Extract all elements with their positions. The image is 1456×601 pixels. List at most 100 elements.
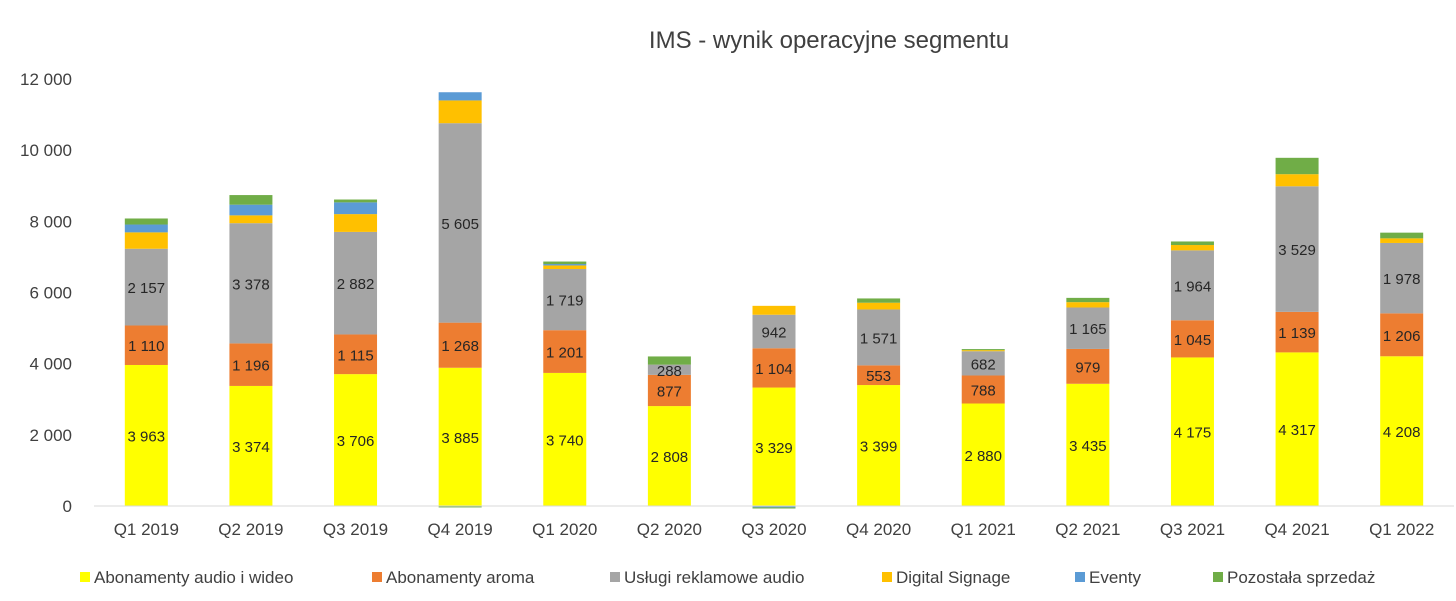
data-label: 2 157 — [128, 280, 166, 297]
bar-segment — [438, 506, 482, 508]
data-label: 682 — [971, 356, 996, 373]
x-tick-label: Q1 2021 — [951, 520, 1016, 539]
data-label: 4 208 — [1383, 424, 1421, 441]
data-label: 4 317 — [1278, 422, 1316, 439]
data-label: 4 175 — [1174, 425, 1212, 442]
bar-segment — [1066, 302, 1110, 308]
bar-segment — [334, 374, 378, 506]
data-label: 1 206 — [1383, 328, 1421, 345]
bar-segment — [1275, 174, 1319, 187]
data-label: 1 115 — [337, 347, 373, 364]
y-tick-label: 2 000 — [29, 426, 72, 445]
bar-segment — [752, 305, 796, 315]
y-tick-label: 6 000 — [29, 284, 72, 303]
data-label: 3 435 — [1069, 438, 1107, 455]
data-label: 5 605 — [441, 216, 479, 233]
legend-label: Usługi reklamowe audio — [624, 568, 804, 587]
bar-segment — [752, 506, 796, 508]
bar-segment — [438, 92, 482, 101]
x-tick-label: Q1 2020 — [532, 520, 597, 539]
data-label: 3 885 — [441, 430, 479, 447]
legend-item: Abonamenty audio i wideo — [80, 568, 293, 587]
bar-segment — [543, 265, 587, 270]
bar-segment — [543, 330, 587, 373]
data-label: 1 110 — [128, 338, 164, 355]
bar-segment — [334, 214, 378, 232]
legend-label: Abonamenty aroma — [386, 568, 535, 587]
bar-segment — [857, 365, 901, 386]
bar-segment — [857, 302, 901, 310]
bar-segment — [124, 364, 168, 506]
bar-segment — [1066, 307, 1110, 349]
legend-label: Pozostała sprzedaż — [1227, 568, 1375, 587]
y-tick-label: 12 000 — [20, 70, 72, 89]
bar-segment — [229, 215, 273, 224]
bar-segment — [1380, 238, 1424, 243]
bar-segment — [229, 343, 273, 386]
bar-segment — [647, 374, 691, 407]
bar-segment — [1380, 242, 1424, 314]
bar-segment — [124, 248, 168, 326]
data-label: 1 104 — [755, 361, 793, 378]
data-label: 1 045 — [1174, 332, 1212, 349]
bar-segment — [334, 199, 378, 203]
y-tick-label: 8 000 — [29, 212, 72, 231]
legend-item: Pozostała sprzedaż — [1213, 568, 1375, 587]
bar-segment — [1380, 356, 1424, 506]
bar-segment — [1170, 241, 1214, 246]
bar-segment — [438, 123, 482, 323]
legend-swatch — [1213, 572, 1223, 582]
data-label: 1 139 — [1278, 325, 1316, 342]
x-tick-label: Q1 2022 — [1369, 520, 1434, 539]
x-tick-label: Q2 2019 — [218, 520, 283, 539]
bar-segment — [334, 231, 378, 335]
bar-segment — [961, 375, 1005, 404]
legend-item: Abonamenty aroma — [372, 568, 535, 587]
x-tick-label: Q4 2020 — [846, 520, 911, 539]
data-label: 3 399 — [860, 439, 898, 456]
x-tick-label: Q2 2020 — [637, 520, 702, 539]
data-label: 553 — [866, 368, 891, 385]
bar-segment — [334, 334, 378, 375]
y-tick-label: 4 000 — [29, 355, 72, 374]
legend: Abonamenty audio i wideo Abonamenty aroma… — [80, 568, 1375, 587]
x-tick-label: Q2 2021 — [1055, 520, 1120, 539]
y-tick-label: 10 000 — [20, 141, 72, 160]
bar-segment — [752, 387, 796, 506]
legend-swatch — [882, 572, 892, 582]
x-axis: Q1 2019 Q2 2019 Q3 2019 Q4 2019 Q1 2020 Q2 20… — [114, 520, 1435, 539]
data-label: 3 963 — [128, 428, 166, 445]
bar-segment — [961, 403, 1005, 506]
bar-segment — [1170, 320, 1214, 358]
data-labels: 3 963 1 110 2 157 3 374 1 196 3 378 3 706 1 115… — [128, 216, 1421, 466]
data-label: 3 374 — [232, 439, 270, 456]
data-label: 1 571 — [860, 330, 898, 347]
data-label: 1 719 — [546, 293, 584, 310]
bar-segment — [438, 322, 482, 368]
x-tick-label: Q3 2021 — [1160, 520, 1225, 539]
data-label: 1 978 — [1383, 271, 1421, 288]
bar-segment — [1066, 348, 1110, 384]
x-tick-label: Q3 2019 — [323, 520, 388, 539]
bar-segment — [961, 351, 1005, 376]
legend-label: Abonamenty audio i wideo — [94, 568, 293, 587]
data-label: 1 201 — [546, 345, 584, 362]
bar-segment — [229, 385, 273, 506]
bar-segment — [1170, 250, 1214, 321]
chart-title: IMS - wynik operacyjne segmentu — [649, 27, 1009, 54]
legend-swatch — [372, 572, 382, 582]
bar-segment — [1275, 186, 1319, 312]
data-label: 3 740 — [546, 432, 584, 449]
bar-segment — [647, 406, 691, 506]
bar-segment — [961, 350, 1005, 352]
bar-segment — [1380, 313, 1424, 357]
bar-segment — [857, 298, 901, 303]
x-tick-label: Q1 2019 — [114, 520, 179, 539]
data-label: 3 329 — [755, 440, 793, 457]
data-label: 1 196 — [232, 358, 270, 375]
data-label: 2 882 — [337, 276, 375, 293]
legend-swatch — [80, 572, 90, 582]
data-label: 942 — [761, 324, 786, 341]
